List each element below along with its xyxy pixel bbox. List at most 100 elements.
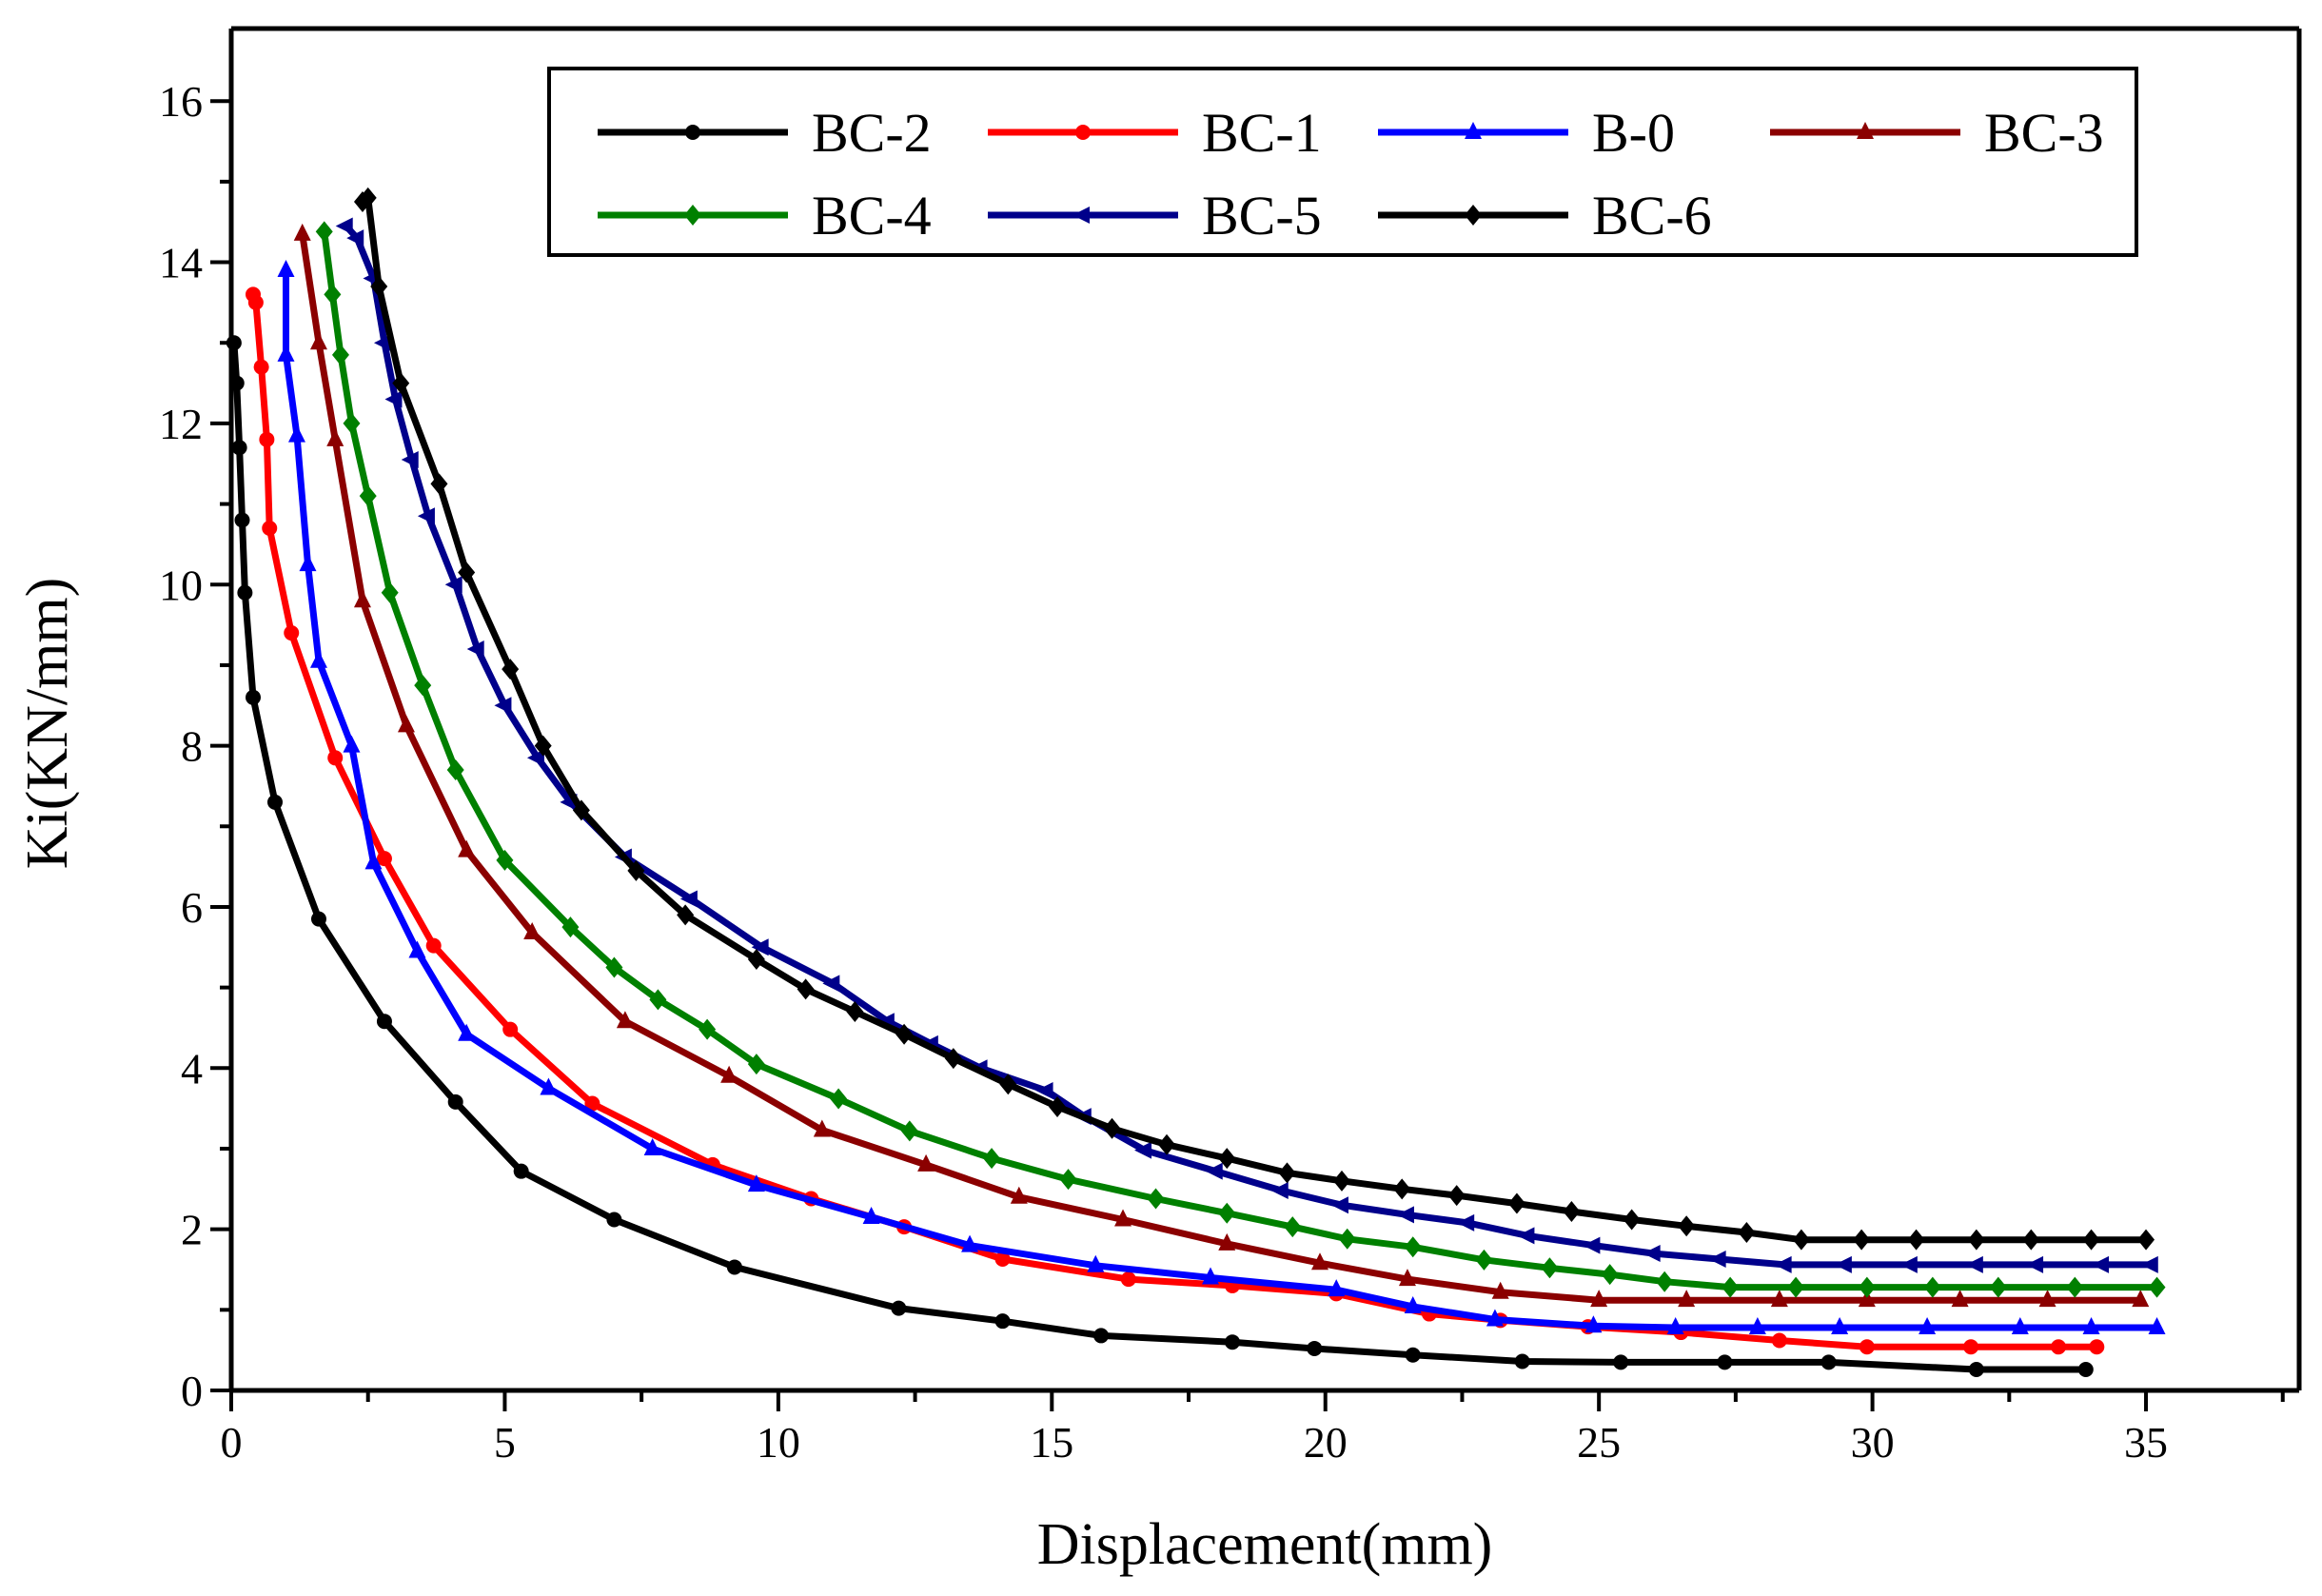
data-point-bc-5: [1517, 1227, 1535, 1245]
data-point-bc-6: [2082, 1229, 2100, 1251]
data-point-bc-4: [1656, 1271, 1674, 1292]
data-point-bc-4: [1787, 1276, 1805, 1298]
data-point-b-0: [277, 260, 295, 278]
data-point-bc-6: [458, 562, 476, 583]
data-point-bc-1: [253, 359, 269, 375]
data-point-bc-2: [1820, 1354, 1837, 1370]
data-point-bc-2: [1717, 1354, 1733, 1370]
data-point-bc-6: [2022, 1229, 2040, 1251]
x-tick-label: 20: [1304, 1418, 1348, 1467]
data-point-bc-1: [327, 750, 344, 766]
data-point-bc-5: [822, 975, 840, 993]
data-point-bc-3: [326, 428, 344, 446]
data-point-bc-4: [1541, 1257, 1559, 1279]
series-bc-2: [226, 335, 2094, 1377]
data-point-bc-1: [262, 520, 278, 536]
data-point-bc-5: [679, 890, 698, 908]
x-tick-label: 25: [1577, 1418, 1621, 1467]
series-bc-4: [315, 221, 2166, 1298]
data-point-bc-5: [444, 576, 462, 594]
y-tick-label: 8: [181, 722, 203, 771]
data-point-bc-3: [293, 223, 311, 241]
data-point-bc-4: [1218, 1202, 1236, 1224]
data-point-bc-3: [1491, 1281, 1509, 1299]
data-point-bc-4: [649, 989, 667, 1011]
legend-item-bc-2: BC-2: [598, 102, 932, 164]
data-point-bc-1: [2051, 1339, 2067, 1355]
data-point-b-0: [1584, 1315, 1603, 1333]
data-point-bc-6: [392, 372, 410, 394]
data-point-bc-4: [983, 1148, 1001, 1170]
data-point-bc-4: [1858, 1276, 1876, 1298]
x-tick-label: 0: [221, 1418, 243, 1467]
data-point-b-0: [287, 424, 305, 443]
series-line-bc-5: [344, 224, 2152, 1269]
legend-label-bc-6: BC-6: [1592, 185, 1712, 246]
data-point-b-0: [299, 554, 317, 572]
data-point-b-0: [408, 940, 426, 958]
data-point-bc-3: [720, 1065, 738, 1083]
data-point-bc-2: [1514, 1353, 1530, 1369]
data-point-b-0: [1666, 1316, 1684, 1334]
data-point-b-0: [1831, 1316, 1849, 1334]
series-bc-3: [293, 223, 2150, 1308]
legend-box: [547, 67, 2138, 257]
data-point-bc-4: [2148, 1276, 2166, 1298]
y-tick-label: 10: [159, 561, 203, 609]
data-point-bc-4: [747, 1054, 765, 1075]
y-tick-label: 16: [159, 77, 203, 126]
legend-label-bc-1: BC-1: [1202, 102, 1322, 164]
data-point-bc-6: [1049, 1095, 1067, 1117]
data-point-bc-3: [353, 590, 371, 608]
data-point-bc-6: [999, 1074, 1017, 1095]
legend: BC-2 BC-1 B-0 BC-3 BC-4 BC-5 BC-6: [547, 67, 2138, 257]
legend-item-bc-4: BC-4: [598, 185, 932, 246]
data-point-bc-6: [359, 187, 377, 208]
data-point-bc-2: [237, 584, 253, 601]
data-point-bc-4: [900, 1120, 918, 1142]
data-point-bc-5: [1583, 1236, 1601, 1254]
data-point-bc-2: [2077, 1361, 2094, 1377]
data-point-bc-1: [2089, 1339, 2105, 1355]
data-point-bc-1: [425, 937, 442, 954]
data-point-bc-5: [1134, 1141, 1152, 1159]
data-point-bc-1: [284, 625, 300, 641]
data-point-bc-6: [627, 859, 645, 881]
data-point-bc-5: [1330, 1196, 1348, 1214]
data-point-bc-4: [1284, 1216, 1302, 1238]
data-point-bc-3: [309, 332, 327, 350]
data-point-bc-4: [1601, 1264, 1619, 1286]
legend-marker-bc-6: [1465, 205, 1482, 226]
data-point-b-0: [1486, 1309, 1504, 1327]
data-point-bc-3: [1590, 1290, 1608, 1308]
data-point-bc-3: [397, 715, 415, 733]
data-point-bc-4: [830, 1088, 848, 1110]
data-point-bc-5: [1643, 1245, 1661, 1263]
data-point-bc-5: [1899, 1255, 1918, 1273]
data-point-b-0: [1087, 1254, 1105, 1272]
data-point-b-0: [2148, 1316, 2166, 1334]
data-point-b-0: [1404, 1295, 1422, 1313]
data-point-bc-6: [677, 904, 695, 926]
data-point-bc-3: [813, 1119, 831, 1137]
data-point-bc-6: [1907, 1229, 1925, 1251]
data-point-bc-5: [1774, 1255, 1792, 1273]
data-point-bc-1: [584, 1095, 600, 1112]
data-point-bc-2: [231, 440, 247, 456]
data-point-b-0: [277, 344, 295, 362]
data-point-bc-5: [384, 390, 403, 408]
data-point-b-0: [2011, 1316, 2029, 1334]
data-point-bc-2: [606, 1212, 622, 1228]
data-point-bc-4: [1147, 1188, 1165, 1210]
data-point-bc-4: [561, 916, 580, 938]
data-point-bc-6: [747, 948, 765, 970]
data-point-bc-2: [891, 1300, 907, 1316]
data-point-bc-5: [1834, 1255, 1852, 1273]
series-line-bc-4: [321, 230, 2157, 1291]
data-point-bc-6: [534, 735, 552, 757]
data-point-bc-2: [1613, 1354, 1629, 1370]
data-point-bc-4: [1338, 1228, 1356, 1250]
data-point-bc-3: [1218, 1232, 1236, 1251]
legend-label-bc-5: BC-5: [1202, 185, 1322, 246]
